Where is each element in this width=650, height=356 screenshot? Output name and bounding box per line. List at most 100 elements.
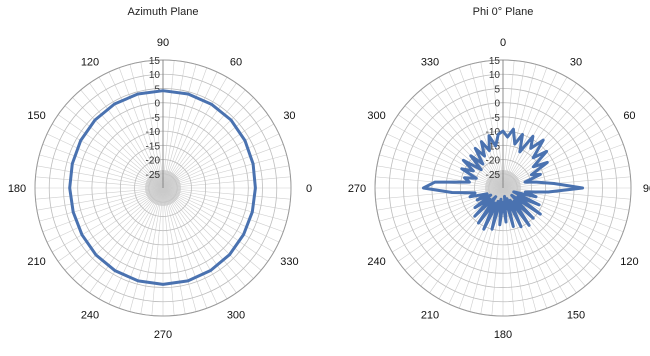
- radial-gridline: [502, 71, 558, 189]
- radial-gridline: [429, 82, 504, 189]
- radial-gridline: [162, 187, 291, 200]
- radial-gridline: [502, 187, 631, 200]
- radial-gridline: [376, 165, 504, 189]
- radial-tick-label: 15: [149, 56, 161, 67]
- radial-gridline: [98, 187, 164, 300]
- radial-gridline: [162, 187, 218, 305]
- radial-gridline: [162, 187, 287, 222]
- angle-label: 210: [421, 309, 439, 321]
- radial-gridline: [162, 165, 290, 189]
- radial-gridline: [162, 123, 275, 189]
- radial-gridline: [162, 133, 280, 189]
- radial-gridline: [162, 187, 186, 315]
- radial-gridline: [162, 61, 186, 189]
- radial-tick-label: -15: [146, 141, 161, 152]
- radial-gridline: [412, 97, 504, 189]
- radial-gridline: [162, 60, 175, 189]
- radial-gridline: [502, 123, 615, 189]
- radial-gridline: [162, 187, 262, 271]
- radial-gridline: [162, 176, 291, 189]
- radial-gridline: [162, 187, 237, 294]
- radial-tick-label: -10: [146, 127, 161, 138]
- radial-gridline: [502, 64, 537, 189]
- radial-gridline: [162, 71, 218, 189]
- radial-gridline: [502, 133, 620, 189]
- radial-gridline: [162, 154, 287, 189]
- radial-gridline: [438, 76, 504, 189]
- radial-gridline: [502, 61, 526, 189]
- radial-gridline: [491, 60, 504, 189]
- radial-gridline: [36, 165, 164, 189]
- radial-gridline: [162, 187, 175, 316]
- radial-tick-label: -5: [491, 113, 500, 124]
- radial-gridline: [458, 67, 504, 189]
- radial-gridline: [42, 187, 164, 233]
- radial-gridline: [35, 176, 164, 189]
- radial-gridline: [72, 97, 164, 189]
- radial-gridline: [80, 89, 164, 189]
- radial-gridline: [39, 154, 164, 189]
- radial-gridline: [162, 187, 197, 312]
- radial-gridline: [448, 71, 504, 189]
- radial-gridline: [162, 187, 246, 287]
- radial-gridline: [46, 187, 164, 243]
- radial-gridline: [108, 71, 164, 189]
- radial-gridline: [404, 105, 504, 189]
- radial-gridline: [375, 187, 504, 200]
- radial-gridline: [502, 165, 630, 189]
- angle-label: 90: [157, 37, 169, 49]
- angle-label: 300: [227, 309, 245, 321]
- angle-label: 30: [570, 57, 582, 69]
- radial-gridline: [89, 187, 164, 294]
- radial-gridline: [162, 187, 284, 233]
- radial-gridline: [151, 187, 164, 316]
- radial-gridline: [151, 60, 164, 189]
- radial-gridline: [502, 60, 515, 189]
- radial-gridline: [118, 187, 164, 309]
- chart-title: Azimuth Plane: [128, 6, 199, 18]
- radial-tick-label: -10: [486, 127, 501, 138]
- chart-title: Phi 0° Plane: [473, 6, 534, 18]
- radial-gridline: [46, 133, 164, 189]
- radial-gridline: [57, 114, 164, 189]
- radial-gridline: [162, 187, 280, 243]
- radial-gridline: [80, 187, 164, 287]
- radial-gridline: [89, 82, 164, 189]
- radial-tick-label: 5: [494, 84, 500, 95]
- angle-label: 120: [620, 256, 638, 268]
- radial-tick-label: -20: [146, 156, 161, 167]
- radial-gridline: [469, 64, 504, 189]
- radial-gridline: [72, 187, 164, 279]
- radial-gridline: [391, 123, 504, 189]
- radial-gridline: [108, 187, 164, 305]
- radial-gridline: [129, 187, 164, 312]
- radial-gridline: [57, 187, 164, 262]
- radial-gridline: [376, 187, 504, 211]
- radial-gridline: [162, 105, 262, 189]
- radial-gridline: [480, 61, 504, 189]
- radial-gridline: [502, 143, 624, 189]
- radial-gridline: [502, 114, 609, 189]
- radial-tick-label: 0: [154, 99, 160, 110]
- angle-label: 120: [81, 57, 99, 69]
- radial-gridline: [162, 97, 254, 189]
- radial-gridline: [162, 187, 290, 211]
- angle-label: 210: [27, 256, 45, 268]
- radial-gridline: [162, 187, 254, 279]
- radial-gridline: [162, 67, 208, 189]
- radial-gridline: [386, 133, 504, 189]
- angle-label: 240: [81, 309, 99, 321]
- radial-gridline: [64, 105, 164, 189]
- angle-label: 270: [154, 329, 172, 341]
- series-line: [421, 127, 585, 231]
- radial-tick-label: 10: [489, 70, 501, 81]
- angle-label: 60: [623, 110, 635, 122]
- radial-tick-label: 0: [494, 99, 500, 110]
- radial-gridline: [162, 187, 208, 309]
- series-line: [68, 89, 257, 286]
- radial-gridline: [162, 76, 228, 189]
- radial-gridline: [502, 97, 594, 189]
- angle-label: 150: [567, 309, 585, 321]
